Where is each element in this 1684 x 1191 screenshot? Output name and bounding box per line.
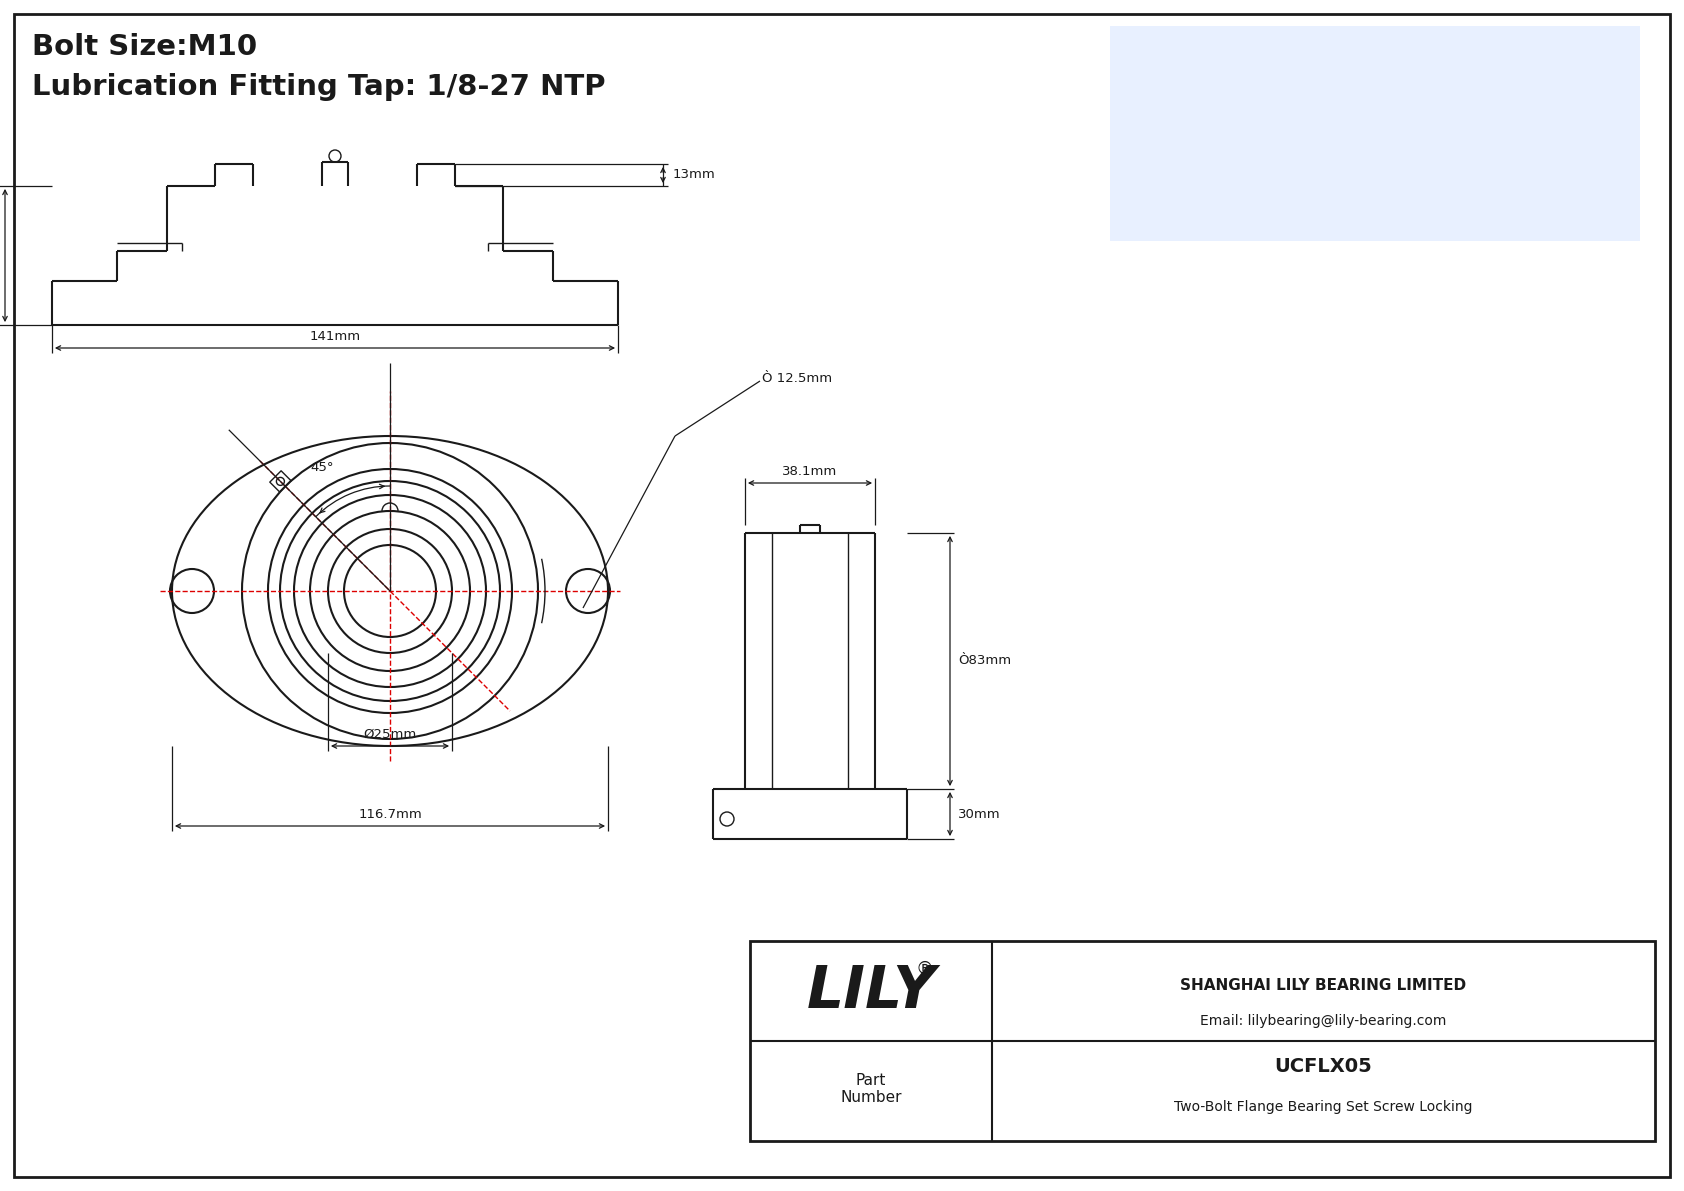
Bar xyxy=(1110,26,1640,241)
Text: Bolt Size:M10: Bolt Size:M10 xyxy=(32,33,258,61)
Text: UCFLX05: UCFLX05 xyxy=(1275,1058,1372,1077)
Text: Lubrication Fitting Tap: 1/8-27 NTP: Lubrication Fitting Tap: 1/8-27 NTP xyxy=(32,73,606,101)
Bar xyxy=(749,941,1655,1141)
Text: 30mm: 30mm xyxy=(958,807,1000,821)
Text: Email: lilybearing@lily-bearing.com: Email: lilybearing@lily-bearing.com xyxy=(1201,1014,1447,1028)
Text: 116.7mm: 116.7mm xyxy=(359,807,423,821)
Text: Ò83mm: Ò83mm xyxy=(958,655,1010,667)
Text: Two-Bolt Flange Bearing Set Screw Locking: Two-Bolt Flange Bearing Set Screw Lockin… xyxy=(1174,1100,1474,1114)
Text: 141mm: 141mm xyxy=(310,330,360,343)
Text: 38.1mm: 38.1mm xyxy=(783,464,837,478)
Text: Part
Number: Part Number xyxy=(840,1073,901,1105)
Text: 45°: 45° xyxy=(310,461,333,474)
Text: SHANGHAI LILY BEARING LIMITED: SHANGHAI LILY BEARING LIMITED xyxy=(1180,978,1467,992)
Text: Ø25mm: Ø25mm xyxy=(364,728,416,741)
Text: 13mm: 13mm xyxy=(674,168,716,181)
Text: LILY: LILY xyxy=(807,962,936,1019)
Text: Ò 12.5mm: Ò 12.5mm xyxy=(761,373,832,386)
Text: ®: ® xyxy=(916,960,935,978)
